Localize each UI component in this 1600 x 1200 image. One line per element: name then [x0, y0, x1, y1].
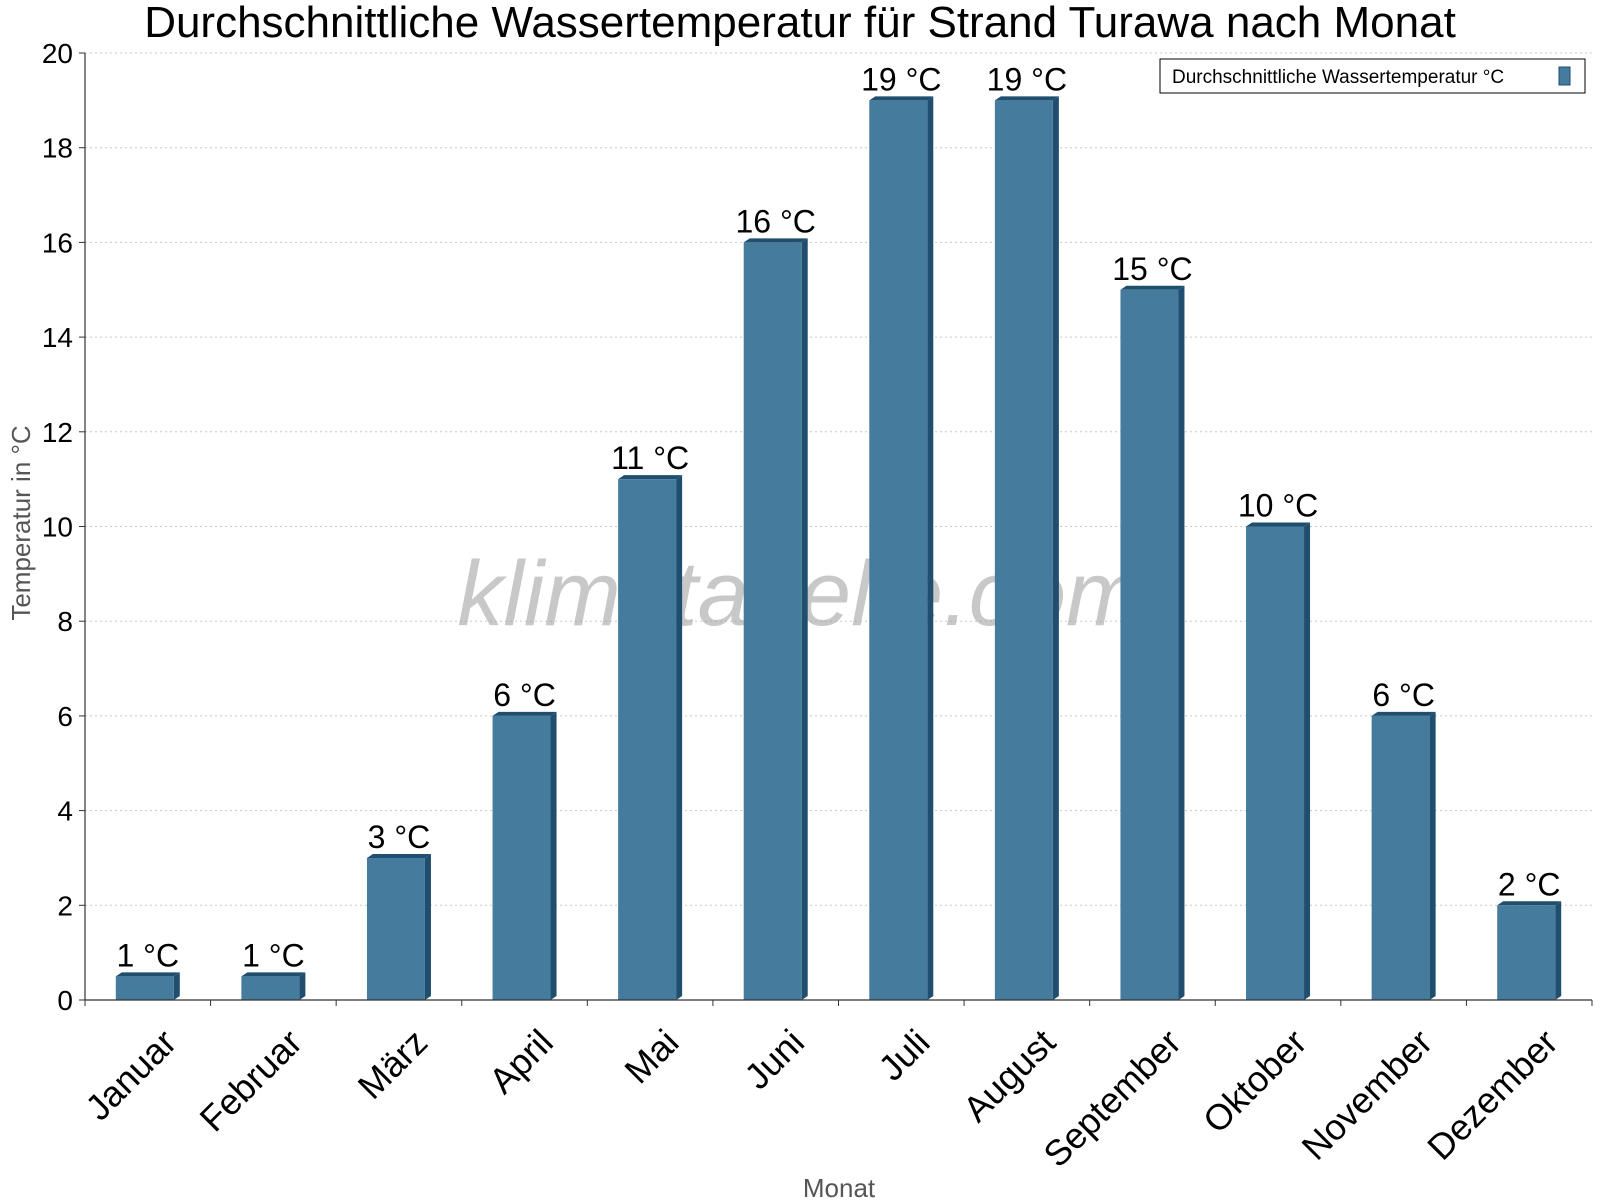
x-tick-label: September: [1035, 1021, 1189, 1175]
x-tick-label: April: [481, 1021, 561, 1101]
bar-side: [550, 711, 557, 1000]
bar-face: [743, 242, 802, 1000]
bar-side: [676, 475, 683, 1000]
data-label: 3 °C: [368, 819, 431, 855]
bar-top: [1497, 901, 1562, 906]
bar-side: [1178, 285, 1185, 1000]
data-label: 15 °C: [1112, 251, 1192, 287]
x-tick-label: Mai: [616, 1021, 686, 1091]
bar-januar: [115, 972, 180, 1000]
bar-face: [1246, 526, 1305, 1000]
bar-side: [299, 972, 306, 1000]
bar-september: [1120, 285, 1185, 1000]
data-label: 19 °C: [861, 61, 941, 97]
bar-top: [366, 853, 431, 858]
legend-swatch: [1558, 66, 1571, 86]
x-tick-label: März: [350, 1021, 436, 1107]
bar-face: [366, 857, 425, 1000]
data-labels: 1 °C 1 °C 3 °C 6 °C 11 °C 16 °C 19 °C 19 °C 15 °…: [116, 61, 1560, 973]
x-tick-label: Juli: [870, 1021, 937, 1088]
bar-side: [424, 853, 431, 1000]
bar-side: [173, 972, 180, 1000]
bar-face: [869, 100, 928, 1001]
bar-side: [927, 96, 934, 1001]
x-tick-labels: Januar Februar März April Mai Juni Juli AugustS…: [77, 1021, 1565, 1175]
bar-februar: [241, 972, 306, 1000]
bar-top: [1120, 285, 1185, 290]
chart-title: Durchschnittliche Wassertemperatur für S…: [144, 0, 1456, 47]
y-tick-label: 14: [42, 322, 73, 353]
bar-november: [1371, 711, 1436, 1000]
bar-juni: [743, 238, 808, 1000]
bar-face: [618, 479, 677, 1000]
bar-top: [492, 711, 557, 716]
x-tick-label: Januar: [77, 1021, 184, 1128]
bar-top: [994, 96, 1059, 101]
y-tick-label: 8: [57, 606, 73, 637]
data-label: 19 °C: [987, 61, 1067, 97]
bar-face: [1497, 905, 1556, 1000]
bar-top: [1371, 711, 1436, 716]
y-tick-label: 2: [57, 890, 73, 921]
data-label: 11 °C: [611, 440, 689, 476]
bar-dezember: [1497, 901, 1562, 1000]
bar-juli: [869, 96, 934, 1001]
legend: Durchschnittliche Wassertemperatur °C: [1159, 58, 1586, 94]
bar-face: [241, 976, 300, 1000]
legend-box: [1159, 58, 1586, 94]
x-tick-label: Juni: [736, 1021, 812, 1097]
x-axis-title: Monat: [803, 1173, 876, 1200]
data-label: 16 °C: [736, 203, 816, 239]
bar-face: [994, 100, 1053, 1001]
y-tick-label: 4: [57, 796, 73, 827]
legend-label: Durchschnittliche Wassertemperatur °C: [1172, 67, 1504, 88]
y-tick-label: 0: [57, 985, 73, 1016]
bar-april: [492, 711, 557, 1000]
y-tick-label: 10: [42, 512, 73, 543]
bar-side: [1555, 901, 1562, 1000]
bar-face: [492, 715, 551, 1000]
grid-lines: [85, 52, 1592, 906]
data-label: 6 °C: [493, 677, 556, 713]
y-tick-label: 6: [57, 701, 73, 732]
x-tick-label: Februar: [192, 1021, 310, 1139]
y-tick-label: 12: [42, 417, 73, 448]
bar-top: [115, 972, 180, 977]
y-axis-title: Temperatur in °C: [6, 425, 36, 620]
y-tick-labels: 0 2 4 6 8 10 12 14 16 18 20: [42, 38, 73, 1016]
x-tick-label: Oktober: [1195, 1021, 1315, 1141]
bar-face: [1371, 715, 1430, 1000]
bar-side: [801, 238, 808, 1000]
data-label: 2 °C: [1498, 866, 1561, 902]
y-tick-label: 16: [42, 227, 73, 258]
bar-mai: [618, 475, 683, 1000]
bar-märz: [366, 853, 431, 1000]
data-label: 1 °C: [242, 937, 305, 973]
bar-side: [1429, 711, 1436, 1000]
bars: [115, 96, 1562, 1001]
bar-top: [869, 96, 934, 101]
bar-top: [618, 475, 683, 480]
bar-top: [241, 972, 306, 977]
bar-august: [994, 96, 1059, 1001]
bar-face: [115, 976, 174, 1000]
bar-side: [1304, 522, 1311, 1000]
bar-face: [1120, 289, 1179, 1000]
x-tick-label: Dezember: [1419, 1021, 1565, 1167]
data-label: 10 °C: [1238, 488, 1318, 524]
bar-oktober: [1246, 522, 1311, 1000]
bar-top: [1246, 522, 1311, 527]
data-label: 6 °C: [1372, 677, 1435, 713]
data-label: 1 °C: [116, 937, 179, 973]
y-tick-label: 20: [42, 38, 73, 69]
y-tick-label: 18: [42, 133, 73, 164]
bar-top: [743, 238, 808, 243]
x-tick-label: August: [955, 1021, 1063, 1129]
bar-side: [1052, 96, 1059, 1001]
axes: [79, 52, 1593, 1006]
x-tick-label: November: [1294, 1021, 1440, 1167]
